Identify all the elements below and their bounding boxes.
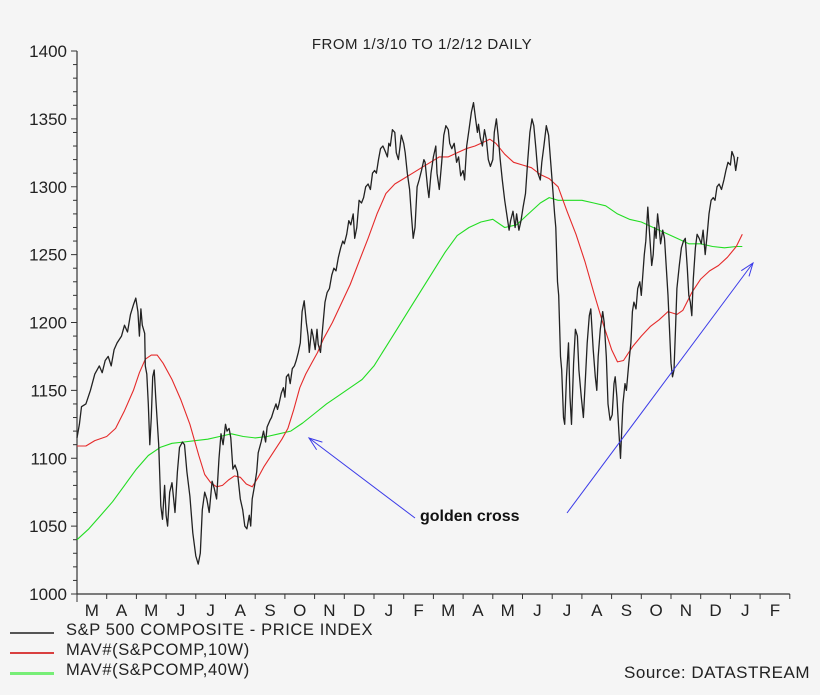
x-tick-label: M bbox=[85, 601, 99, 620]
y-tick-label: 1250 bbox=[29, 246, 67, 265]
y-tick-label: 1400 bbox=[29, 42, 67, 61]
x-tick-label: O bbox=[650, 601, 663, 620]
x-tick-label: N bbox=[680, 601, 692, 620]
y-tick-label: 1350 bbox=[29, 110, 67, 129]
x-tick-label: J bbox=[206, 601, 215, 620]
arrow-head bbox=[307, 437, 323, 451]
x-tick-label: A bbox=[235, 601, 247, 620]
legend-swatch-mav10 bbox=[10, 652, 54, 654]
x-tick-label: J bbox=[385, 601, 394, 620]
legend: S&P 500 COMPOSITE - PRICE INDEX MAV#(S&P… bbox=[10, 620, 373, 680]
x-tick-label: M bbox=[144, 601, 158, 620]
annotation-arrows bbox=[307, 261, 754, 519]
legend-item-mav10: MAV#(S&PCOMP,10W) bbox=[10, 640, 373, 660]
arrow-line bbox=[308, 437, 416, 519]
x-tick-label: O bbox=[293, 601, 306, 620]
y-tick-label: 1050 bbox=[29, 517, 67, 536]
arrow-head bbox=[741, 261, 754, 277]
x-tick-label: J bbox=[741, 601, 750, 620]
legend-item-price: S&P 500 COMPOSITE - PRICE INDEX bbox=[10, 620, 373, 640]
legend-swatch-price bbox=[10, 632, 54, 634]
x-tick-label: J bbox=[533, 601, 542, 620]
chart-title: FROM 1/3/10 TO 1/2/12 DAILY bbox=[0, 36, 820, 53]
x-tick-label: S bbox=[621, 601, 632, 620]
series-line-2 bbox=[76, 197, 743, 541]
legend-label-mav10: MAV#(S&PCOMP,10W) bbox=[66, 640, 250, 659]
x-tick-label: N bbox=[323, 601, 335, 620]
x-tick-label: J bbox=[563, 601, 572, 620]
x-tick-label: A bbox=[591, 601, 603, 620]
x-tick-label: D bbox=[353, 601, 365, 620]
x-tick-label: J bbox=[177, 601, 186, 620]
chart-title-text: FROM 1/3/10 TO 1/2/12 DAILY bbox=[311, 36, 533, 53]
annotation-golden-cross: golden cross bbox=[420, 508, 520, 525]
x-tick-label: F bbox=[770, 601, 780, 620]
y-tick-label: 1200 bbox=[29, 314, 67, 333]
source-note: Source: DATASTREAM bbox=[624, 663, 810, 682]
x-tick-label: M bbox=[501, 601, 515, 620]
legend-label-price: S&P 500 COMPOSITE - PRICE INDEX bbox=[66, 620, 374, 639]
arrow-line bbox=[566, 262, 754, 514]
y-tick-label: 1100 bbox=[30, 449, 67, 468]
series-line-0 bbox=[76, 101, 739, 565]
x-tick-label: D bbox=[709, 601, 721, 620]
y-tick-label: 1000 bbox=[29, 585, 67, 604]
x-tick-label: A bbox=[472, 601, 484, 620]
series-lines bbox=[76, 101, 743, 565]
x-tick-label: F bbox=[413, 601, 423, 620]
x-tick-label: M bbox=[441, 601, 455, 620]
legend-swatch-mav40 bbox=[10, 671, 54, 675]
series-line-1 bbox=[77, 138, 743, 488]
y-tick-label: 1150 bbox=[30, 381, 67, 400]
legend-label-mav40: MAV#(S&PCOMP,40W) bbox=[66, 660, 250, 679]
y-tick-label: 1300 bbox=[29, 178, 67, 197]
x-tick-label: S bbox=[264, 601, 275, 620]
x-tick-label: A bbox=[116, 601, 128, 620]
legend-item-mav40: MAV#(S&PCOMP,40W) bbox=[10, 660, 373, 680]
